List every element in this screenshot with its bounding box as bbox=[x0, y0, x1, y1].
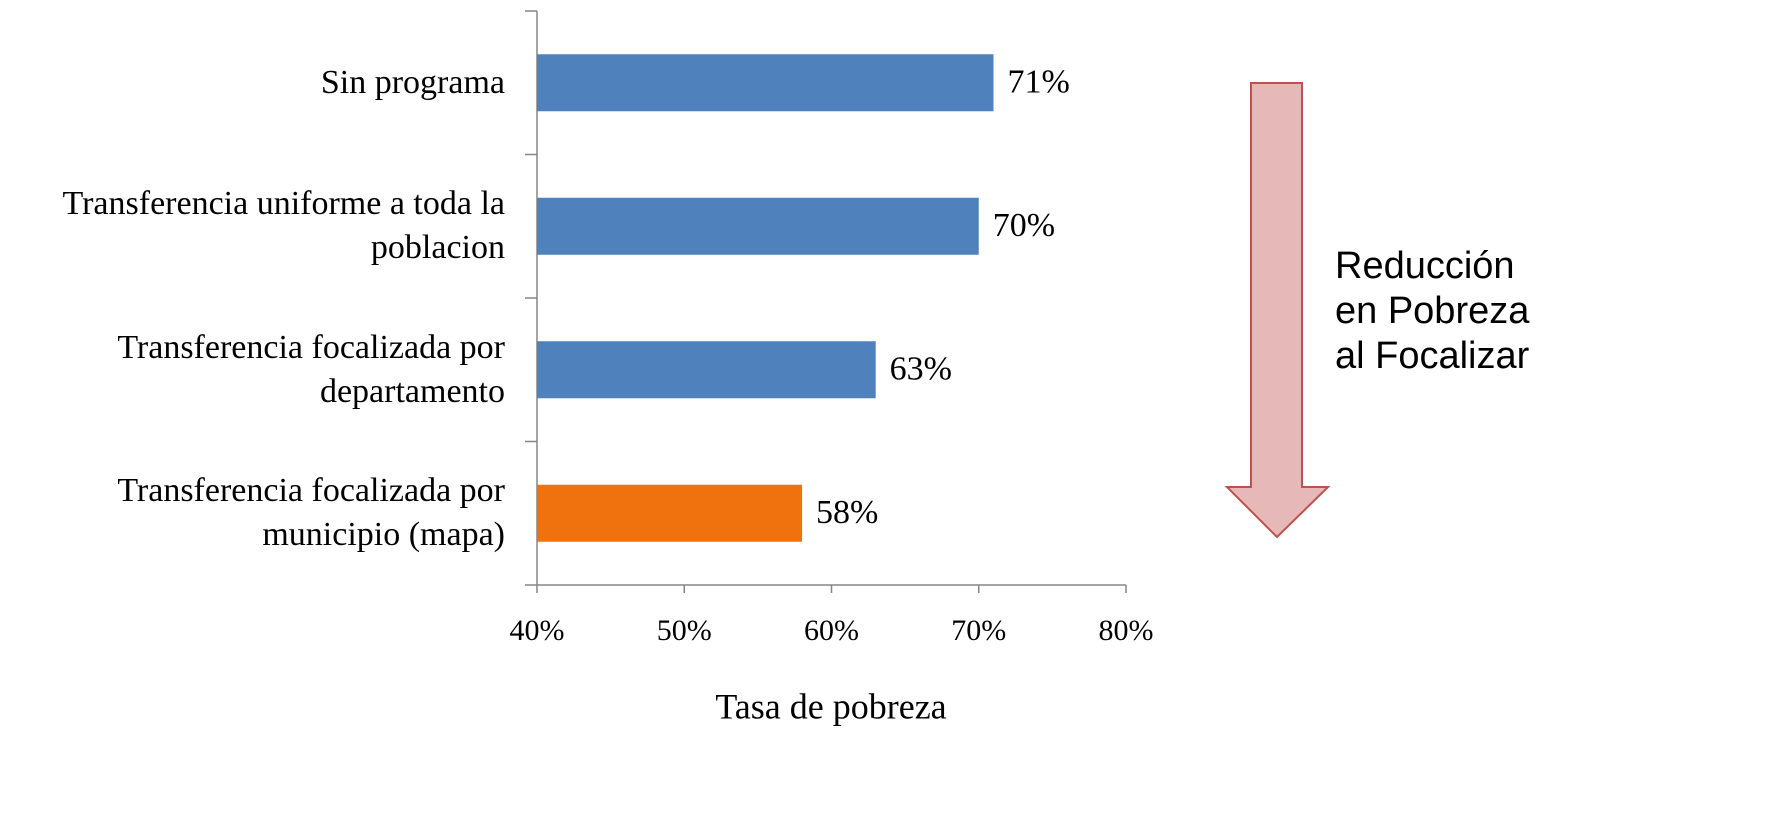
annotation-line: en Pobreza bbox=[1335, 290, 1530, 332]
x-axis-title: Tasa de pobreza bbox=[715, 686, 946, 726]
bar bbox=[537, 341, 876, 399]
x-tick-label: 40% bbox=[510, 614, 565, 647]
y-tick-label: Sin programa bbox=[320, 63, 505, 101]
x-tick-label: 50% bbox=[657, 614, 712, 647]
value-label: 63% bbox=[890, 351, 952, 388]
bar bbox=[537, 484, 803, 542]
value-label: 71% bbox=[1007, 64, 1069, 101]
x-tick-label: 60% bbox=[804, 614, 859, 647]
bar bbox=[537, 197, 979, 255]
annotation-line: al Focalizar bbox=[1335, 335, 1530, 377]
value-label: 70% bbox=[993, 207, 1055, 244]
bar bbox=[537, 54, 994, 112]
y-tick-label: Transferencia focalizada por departament… bbox=[117, 328, 505, 410]
x-tick-label: 80% bbox=[1099, 614, 1154, 647]
annotation-line: Reducción bbox=[1335, 245, 1515, 287]
y-tick-label: Transferencia uniforme a toda la poblaci… bbox=[62, 185, 505, 267]
value-label: 58% bbox=[816, 494, 878, 531]
x-tick-label: 70% bbox=[951, 614, 1006, 647]
y-tick-label: Transferencia focalizada por municipio (… bbox=[117, 472, 505, 554]
arrow bbox=[1224, 82, 1331, 539]
